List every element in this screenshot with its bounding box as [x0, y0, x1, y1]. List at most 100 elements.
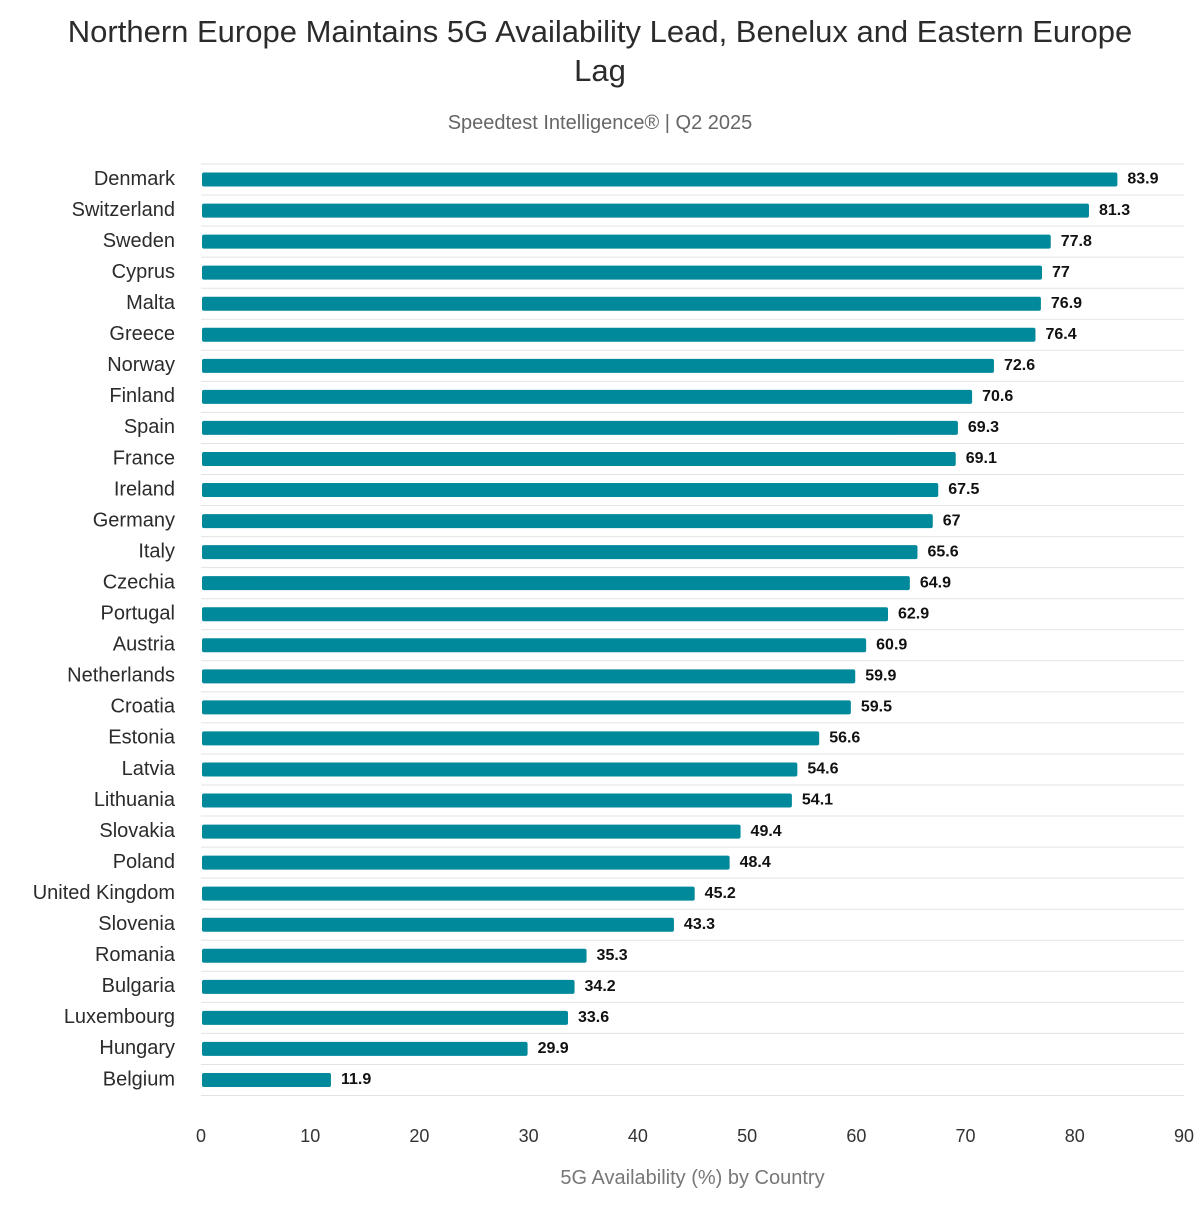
category-label: Switzerland	[72, 199, 175, 221]
data-label: 69.3	[968, 419, 999, 436]
x-axis-title: 5G Availability (%) by Country	[560, 1167, 824, 1189]
bar	[202, 948, 587, 963]
category-label: Austria	[113, 634, 176, 656]
bar	[202, 607, 889, 622]
data-label: 29.9	[538, 1040, 569, 1057]
x-tick-label: 60	[846, 1126, 866, 1146]
data-label: 11.9	[341, 1071, 371, 1088]
bar	[202, 917, 674, 932]
category-label: Slovakia	[99, 820, 175, 842]
category-label: Czechia	[103, 571, 176, 593]
bar	[202, 203, 1089, 218]
data-label: 60.9	[876, 636, 907, 653]
data-label: 43.3	[684, 916, 715, 933]
bar	[202, 483, 939, 498]
bar	[202, 824, 741, 839]
data-label: 59.5	[861, 699, 892, 716]
bar	[202, 514, 933, 529]
bar	[202, 1041, 528, 1056]
chart-subtitle: Speedtest Intelligence® | Q2 2025	[447, 112, 753, 134]
category-label: Germany	[93, 509, 175, 531]
category-label: Ireland	[114, 478, 175, 500]
bar	[202, 762, 798, 777]
category-label: Lithuania	[94, 789, 176, 811]
bar	[202, 451, 956, 466]
x-tick-label: 50	[737, 1126, 757, 1146]
x-tick-label: 90	[1174, 1126, 1194, 1146]
data-label: 62.9	[898, 605, 929, 622]
category-label: Croatia	[111, 696, 176, 718]
category-label: Sweden	[103, 230, 175, 252]
data-label: 59.9	[865, 668, 896, 685]
data-label: 35.3	[597, 947, 628, 964]
x-tick-label: 0	[196, 1126, 206, 1146]
bar	[202, 576, 910, 591]
x-tick-label: 10	[300, 1126, 320, 1146]
bar	[202, 327, 1036, 342]
category-label: Poland	[113, 851, 175, 873]
category-label: Estonia	[108, 727, 176, 749]
x-tick-label: 40	[628, 1126, 648, 1146]
data-label: 77	[1052, 264, 1070, 281]
x-tick-label: 30	[519, 1126, 539, 1146]
data-label: 54.6	[807, 761, 838, 778]
category-label: Spain	[124, 416, 175, 438]
bar	[202, 1072, 331, 1087]
category-label: Latvia	[122, 758, 176, 780]
bar	[202, 886, 695, 901]
chart-title: Northern Europe Maintains 5G Availabilit…	[67, 14, 1133, 88]
category-label: Denmark	[94, 168, 176, 190]
category-label: Finland	[109, 385, 175, 407]
category-label: Greece	[109, 323, 175, 345]
category-label: Cyprus	[112, 261, 175, 283]
data-label: 67	[943, 512, 961, 529]
bar	[202, 389, 973, 404]
data-label: 45.2	[705, 885, 736, 902]
bar	[202, 545, 918, 560]
bar	[202, 793, 792, 808]
category-label: Italy	[138, 540, 175, 562]
data-label: 77.8	[1061, 233, 1092, 250]
category-label: Norway	[107, 354, 175, 376]
bar	[202, 296, 1041, 311]
category-label: United Kingdom	[33, 882, 175, 904]
bar	[202, 855, 730, 870]
category-label: Slovenia	[98, 913, 176, 935]
bar	[202, 638, 867, 653]
bar	[202, 420, 958, 435]
data-label: 64.9	[920, 574, 951, 591]
x-tick-label: 80	[1065, 1126, 1085, 1146]
data-label: 34.2	[585, 978, 616, 995]
bar	[202, 234, 1051, 249]
data-label: 76.4	[1045, 326, 1076, 343]
category-label: Romania	[95, 944, 176, 966]
data-label: 83.9	[1127, 171, 1158, 188]
bar	[202, 172, 1118, 187]
data-label: 69.1	[966, 450, 997, 467]
category-label: Portugal	[101, 603, 176, 625]
x-tick-label: 70	[956, 1126, 976, 1146]
data-label: 56.6	[829, 730, 860, 747]
bar	[202, 979, 575, 994]
category-label: France	[113, 447, 175, 469]
data-label: 67.5	[948, 481, 979, 498]
data-label: 72.6	[1004, 357, 1035, 374]
data-label: 48.4	[740, 854, 771, 871]
bar	[202, 700, 851, 715]
category-label: Malta	[126, 292, 176, 314]
category-label: Belgium	[103, 1068, 175, 1090]
category-label: Hungary	[99, 1037, 175, 1059]
x-tick-label: 20	[409, 1126, 429, 1146]
bar	[202, 731, 820, 746]
data-label: 81.3	[1099, 202, 1130, 219]
data-label: 70.6	[982, 388, 1013, 405]
category-label: Luxembourg	[64, 1006, 175, 1028]
data-label: 65.6	[927, 543, 958, 560]
category-label: Netherlands	[67, 665, 175, 687]
data-label: 54.1	[802, 792, 833, 809]
bar	[202, 1010, 568, 1025]
data-label: 49.4	[751, 823, 782, 840]
bar	[202, 265, 1043, 280]
